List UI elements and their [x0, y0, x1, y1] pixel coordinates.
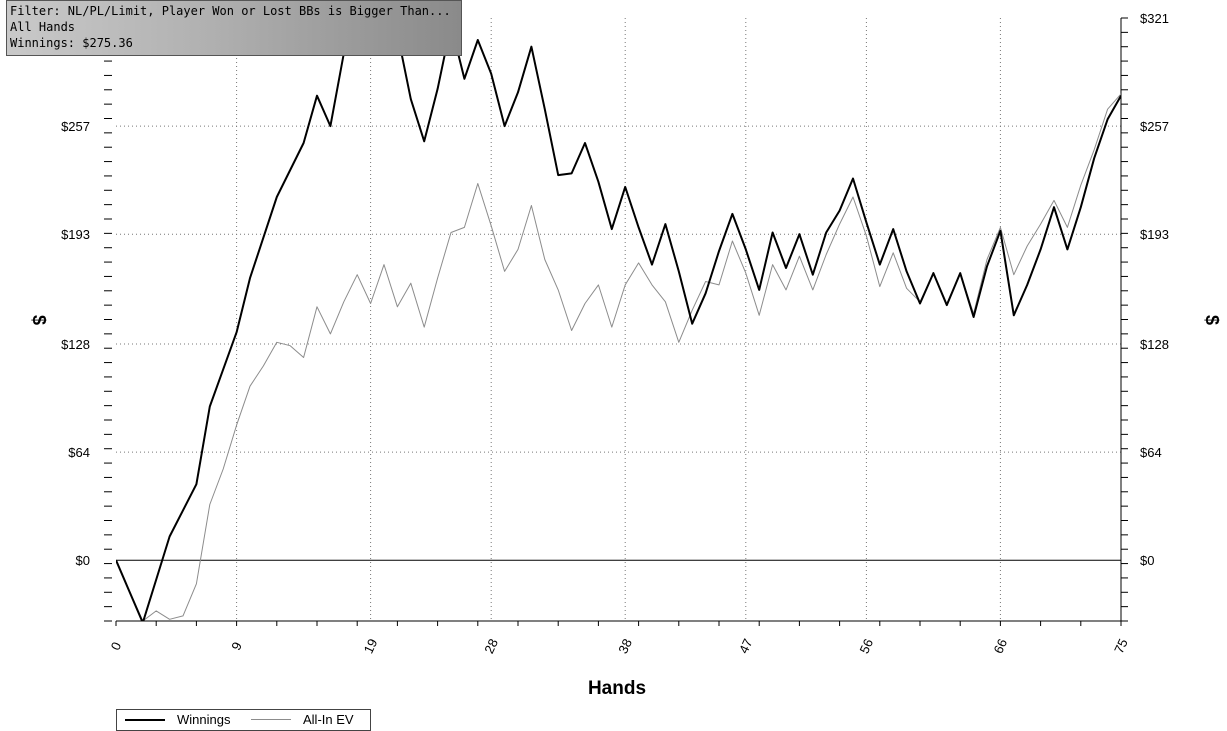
y-axis-title-left: $ — [29, 315, 49, 325]
x-tick-label: 28 — [481, 636, 501, 655]
x-tick-label: 66 — [990, 636, 1010, 655]
allin-ev-line — [116, 93, 1121, 621]
y-tick-label-right: $257 — [1140, 119, 1169, 134]
x-tick-label: 38 — [615, 636, 635, 655]
x-tick-label: 19 — [361, 636, 381, 655]
x-tick-label: 0 — [108, 640, 125, 653]
legend-item-allin-ev: All-In EV — [251, 712, 354, 727]
y-tick-label-left: $257 — [61, 119, 90, 134]
x-tick-label: 75 — [1111, 636, 1131, 655]
legend-item-winnings: Winnings — [125, 712, 230, 727]
winnings-total-text: Winnings: $275.36 — [10, 36, 133, 50]
series-lines — [116, 0, 1121, 621]
hands-filter-text: All Hands — [10, 20, 76, 34]
allin-line-swatch — [251, 719, 291, 720]
y-tick-label-right: $321 — [1140, 11, 1169, 26]
y-tick-label-left: $193 — [61, 227, 90, 242]
legend-label-winnings: Winnings — [177, 712, 231, 727]
x-tick-label: 56 — [856, 636, 876, 655]
y-axis-title-right: $ — [1202, 315, 1222, 325]
tick-labels: 0 9 19 28 38 47 56 66 75 $0 $64 $128 $193 $257 $0 $64 $1… — [61, 11, 1169, 656]
y-tick-label-right: $193 — [1140, 227, 1169, 242]
x-tick-label: 9 — [228, 640, 245, 653]
y-tick-label-right: $128 — [1140, 337, 1169, 352]
filter-info-box: Filter: NL/PL/Limit, Player Won or Lost … — [6, 0, 462, 56]
y-tick-label-right: $64 — [1140, 445, 1162, 460]
chart-legend: Winnings All-In EV — [116, 709, 371, 731]
axes — [104, 17, 1128, 626]
filter-text: Filter: NL/PL/Limit, Player Won or Lost … — [10, 4, 458, 18]
y-tick-label-left: $0 — [76, 553, 90, 568]
grid-lines — [116, 18, 1122, 621]
legend-label-allin-ev: All-In EV — [303, 712, 354, 727]
y-tick-label-left: $128 — [61, 337, 90, 352]
y-tick-label-right: $0 — [1140, 553, 1154, 568]
x-tick-label: 47 — [736, 636, 756, 655]
winnings-line — [116, 0, 1121, 621]
y-tick-label-left: $64 — [68, 445, 90, 460]
x-axis-title: Hands — [588, 678, 646, 699]
winnings-line-swatch — [125, 718, 165, 721]
